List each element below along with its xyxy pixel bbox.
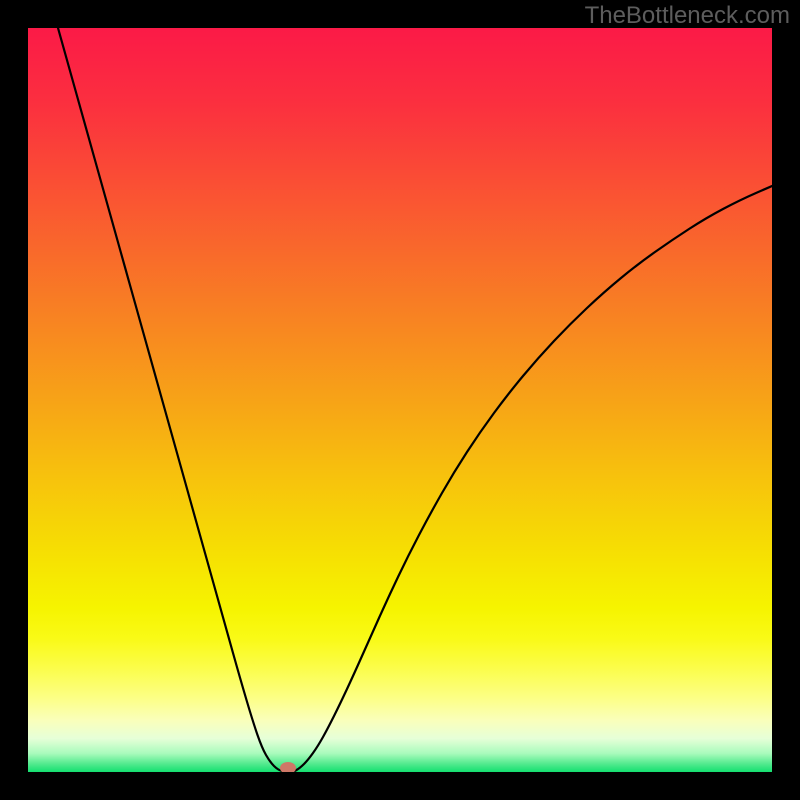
plot-area [28, 28, 772, 772]
watermark-text: TheBottleneck.com [585, 2, 790, 30]
bottleneck-curve-path [58, 28, 772, 772]
optimal-point-marker [280, 762, 296, 772]
bottleneck-curve [28, 28, 772, 772]
